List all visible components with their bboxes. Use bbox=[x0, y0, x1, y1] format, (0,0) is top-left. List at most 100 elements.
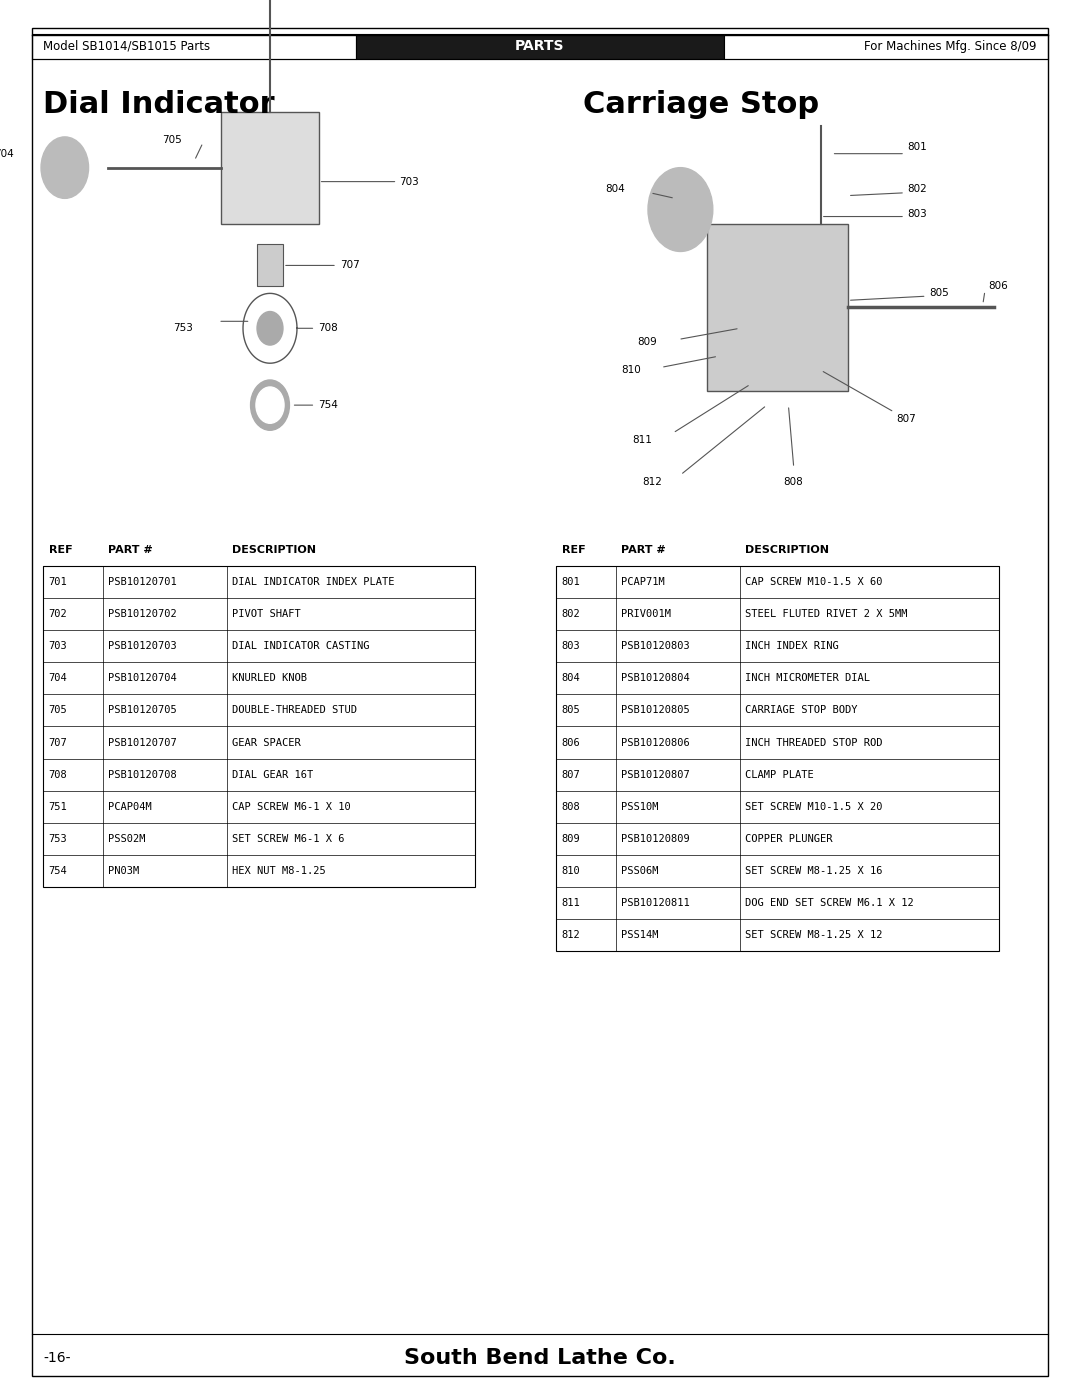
Text: 707: 707 bbox=[49, 738, 67, 747]
Text: HEX NUT M8-1.25: HEX NUT M8-1.25 bbox=[232, 866, 326, 876]
Text: SET SCREW M10-1.5 X 20: SET SCREW M10-1.5 X 20 bbox=[745, 802, 882, 812]
Text: South Bend Lathe Co.: South Bend Lathe Co. bbox=[404, 1348, 676, 1368]
Text: PSB10120803: PSB10120803 bbox=[621, 641, 690, 651]
Text: DIAL INDICATOR CASTING: DIAL INDICATOR CASTING bbox=[232, 641, 369, 651]
Text: 703: 703 bbox=[49, 641, 67, 651]
Text: PSB10120704: PSB10120704 bbox=[108, 673, 177, 683]
Text: STEEL FLUTED RIVET 2 X 5MM: STEEL FLUTED RIVET 2 X 5MM bbox=[745, 609, 907, 619]
Circle shape bbox=[257, 312, 283, 345]
Text: DIAL INDICATOR INDEX PLATE: DIAL INDICATOR INDEX PLATE bbox=[232, 577, 394, 587]
Text: PSB10120805: PSB10120805 bbox=[621, 705, 690, 715]
Text: PCAP71M: PCAP71M bbox=[621, 577, 665, 587]
Text: COPPER PLUNGER: COPPER PLUNGER bbox=[745, 834, 833, 844]
Text: 807: 807 bbox=[562, 770, 580, 780]
Text: PSS14M: PSS14M bbox=[621, 930, 659, 940]
Circle shape bbox=[251, 380, 289, 430]
Bar bbox=[556, 566, 999, 951]
Text: PART #: PART # bbox=[108, 545, 152, 555]
Text: 805: 805 bbox=[929, 288, 948, 299]
Text: 802: 802 bbox=[907, 183, 927, 194]
Text: PIVOT SHAFT: PIVOT SHAFT bbox=[232, 609, 301, 619]
Text: 803: 803 bbox=[907, 208, 927, 219]
Text: 810: 810 bbox=[621, 365, 640, 376]
Bar bbox=[32, 34, 356, 59]
Text: CAP SCREW M10-1.5 X 60: CAP SCREW M10-1.5 X 60 bbox=[745, 577, 882, 587]
Text: INCH INDEX RING: INCH INDEX RING bbox=[745, 641, 839, 651]
Text: 702: 702 bbox=[49, 609, 67, 619]
Text: 811: 811 bbox=[632, 434, 651, 446]
Text: 704: 704 bbox=[49, 673, 67, 683]
Text: 704: 704 bbox=[0, 148, 14, 159]
Text: INCH THREADED STOP ROD: INCH THREADED STOP ROD bbox=[745, 738, 882, 747]
Text: DOUBLE-THREADED STUD: DOUBLE-THREADED STUD bbox=[232, 705, 357, 715]
Text: REF: REF bbox=[49, 545, 72, 555]
Text: 802: 802 bbox=[562, 609, 580, 619]
Text: SET SCREW M8-1.25 X 12: SET SCREW M8-1.25 X 12 bbox=[745, 930, 882, 940]
Text: 801: 801 bbox=[907, 141, 927, 152]
Text: PSB10120705: PSB10120705 bbox=[108, 705, 177, 715]
Text: PSS02M: PSS02M bbox=[108, 834, 146, 844]
Text: PCAP04M: PCAP04M bbox=[108, 802, 152, 812]
Text: DESCRIPTION: DESCRIPTION bbox=[232, 545, 316, 555]
Text: 806: 806 bbox=[562, 738, 580, 747]
Text: 812: 812 bbox=[643, 476, 662, 488]
Text: DOG END SET SCREW M6.1 X 12: DOG END SET SCREW M6.1 X 12 bbox=[745, 898, 914, 908]
Text: 753: 753 bbox=[173, 323, 192, 334]
Bar bbox=[221, 112, 319, 224]
Text: 811: 811 bbox=[562, 898, 580, 908]
Text: 807: 807 bbox=[896, 414, 916, 425]
Text: 708: 708 bbox=[49, 770, 67, 780]
Circle shape bbox=[41, 137, 89, 198]
Text: PRIV001M: PRIV001M bbox=[621, 609, 671, 619]
Bar bbox=[257, 244, 283, 286]
Text: REF: REF bbox=[562, 545, 585, 555]
Text: PSB10120804: PSB10120804 bbox=[621, 673, 690, 683]
Circle shape bbox=[256, 387, 284, 423]
Text: 754: 754 bbox=[49, 866, 67, 876]
Text: -16-: -16- bbox=[43, 1351, 70, 1365]
Text: INCH MICROMETER DIAL: INCH MICROMETER DIAL bbox=[745, 673, 870, 683]
Text: PSB10120809: PSB10120809 bbox=[621, 834, 690, 844]
Text: PSS10M: PSS10M bbox=[621, 802, 659, 812]
Text: 812: 812 bbox=[562, 930, 580, 940]
Circle shape bbox=[648, 168, 713, 251]
Text: 708: 708 bbox=[319, 323, 338, 334]
Text: 803: 803 bbox=[562, 641, 580, 651]
Bar bbox=[356, 34, 724, 59]
Text: 809: 809 bbox=[562, 834, 580, 844]
Text: 808: 808 bbox=[783, 476, 802, 488]
Text: 809: 809 bbox=[637, 337, 657, 348]
Text: 705: 705 bbox=[162, 134, 181, 145]
Text: PART #: PART # bbox=[621, 545, 665, 555]
Text: 703: 703 bbox=[400, 176, 419, 187]
Text: For Machines Mfg. Since 8/09: For Machines Mfg. Since 8/09 bbox=[864, 39, 1037, 53]
Text: 707: 707 bbox=[340, 260, 360, 271]
Text: 806: 806 bbox=[988, 281, 1008, 292]
Text: 804: 804 bbox=[562, 673, 580, 683]
Text: PSB10120811: PSB10120811 bbox=[621, 898, 690, 908]
Text: 754: 754 bbox=[319, 400, 338, 411]
Text: DESCRIPTION: DESCRIPTION bbox=[745, 545, 829, 555]
Text: PSS06M: PSS06M bbox=[621, 866, 659, 876]
Text: DIAL GEAR 16T: DIAL GEAR 16T bbox=[232, 770, 313, 780]
Text: GEAR SPACER: GEAR SPACER bbox=[232, 738, 301, 747]
Text: PSB10120703: PSB10120703 bbox=[108, 641, 177, 651]
Bar bbox=[43, 566, 475, 887]
Text: 810: 810 bbox=[562, 866, 580, 876]
Text: SET SCREW M8-1.25 X 16: SET SCREW M8-1.25 X 16 bbox=[745, 866, 882, 876]
Text: 805: 805 bbox=[562, 705, 580, 715]
Text: Carriage Stop: Carriage Stop bbox=[583, 91, 820, 119]
Bar bbox=[707, 224, 848, 391]
Text: Dial Indicator: Dial Indicator bbox=[43, 91, 274, 119]
Text: CAP SCREW M6-1 X 10: CAP SCREW M6-1 X 10 bbox=[232, 802, 351, 812]
Text: 705: 705 bbox=[49, 705, 67, 715]
Text: PSB10120806: PSB10120806 bbox=[621, 738, 690, 747]
Text: CARRIAGE STOP BODY: CARRIAGE STOP BODY bbox=[745, 705, 858, 715]
Text: 753: 753 bbox=[49, 834, 67, 844]
Text: 804: 804 bbox=[605, 183, 624, 194]
Text: CLAMP PLATE: CLAMP PLATE bbox=[745, 770, 814, 780]
Text: Model SB1014/SB1015 Parts: Model SB1014/SB1015 Parts bbox=[43, 39, 211, 53]
Text: PSB10120807: PSB10120807 bbox=[621, 770, 690, 780]
Text: PSB10120701: PSB10120701 bbox=[108, 577, 177, 587]
Text: PARTS: PARTS bbox=[515, 39, 565, 53]
